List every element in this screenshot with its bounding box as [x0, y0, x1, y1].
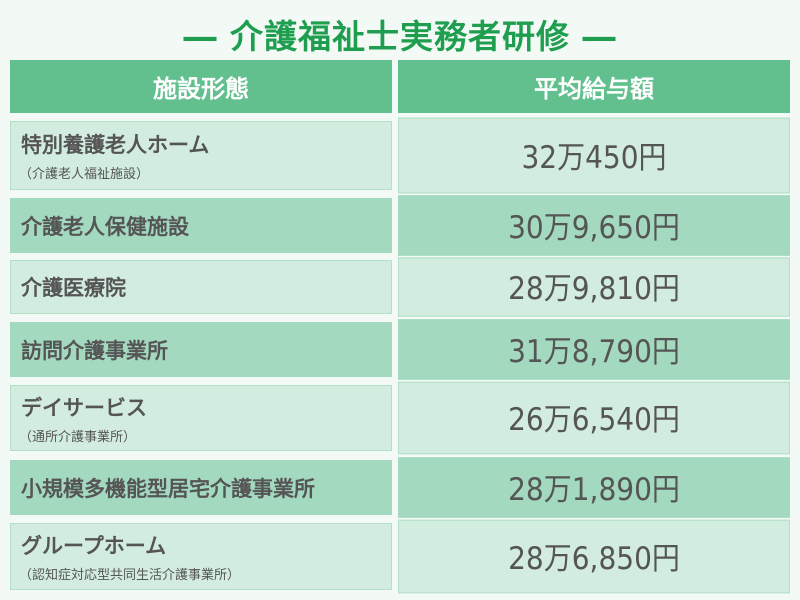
salary-value: 28万1,890円: [398, 457, 790, 518]
table-row-facility: 介護医療院: [10, 260, 392, 314]
facility-name: 介護老人保健施設: [21, 214, 189, 239]
facility-name: グループホーム: [21, 534, 167, 558]
facility-name: 小規模多機能型居宅介護事業所: [21, 476, 315, 501]
salary-value: 28万9,810円: [398, 257, 790, 317]
page-title: ― 介護福祉士実務者研修 ―: [183, 17, 617, 56]
facility-subname: （認知症対応型共同生活介護事業所）: [19, 568, 241, 583]
salary-value: 31万8,790円: [398, 319, 790, 380]
salary-value: 30万9,650円: [398, 195, 790, 256]
header-facility-type: 施設形態: [10, 60, 392, 113]
facility-name: デイサービス: [21, 395, 147, 420]
table-row-facility: グループホーム （認知症対応型共同生活介護事業所）: [10, 523, 392, 590]
header-average-salary: 平均給与額: [398, 60, 790, 113]
salary-value: 28万6,850円: [398, 519, 790, 594]
facility-name: 訪問介護事業所: [21, 338, 168, 363]
table-row-facility: 介護老人保健施設: [10, 198, 392, 253]
facility-subname: （通所介護事業所）: [19, 429, 137, 445]
table-row-facility: 特別養護老人ホーム （介護老人福祉施設）: [10, 121, 392, 190]
facility-name: 介護医療院: [21, 276, 126, 300]
table-row-facility: 訪問介護事業所: [10, 322, 392, 377]
facility-name: 特別養護老人ホーム: [21, 133, 210, 157]
salary-value: 32万450円: [398, 117, 790, 194]
table-row-facility: デイサービス （通所介護事業所）: [10, 385, 392, 451]
salary-value: 26万6,540円: [398, 381, 790, 455]
facility-subname: （介護老人福祉施設）: [19, 167, 150, 182]
table-row-facility: 小規模多機能型居宅介護事業所: [10, 460, 392, 515]
